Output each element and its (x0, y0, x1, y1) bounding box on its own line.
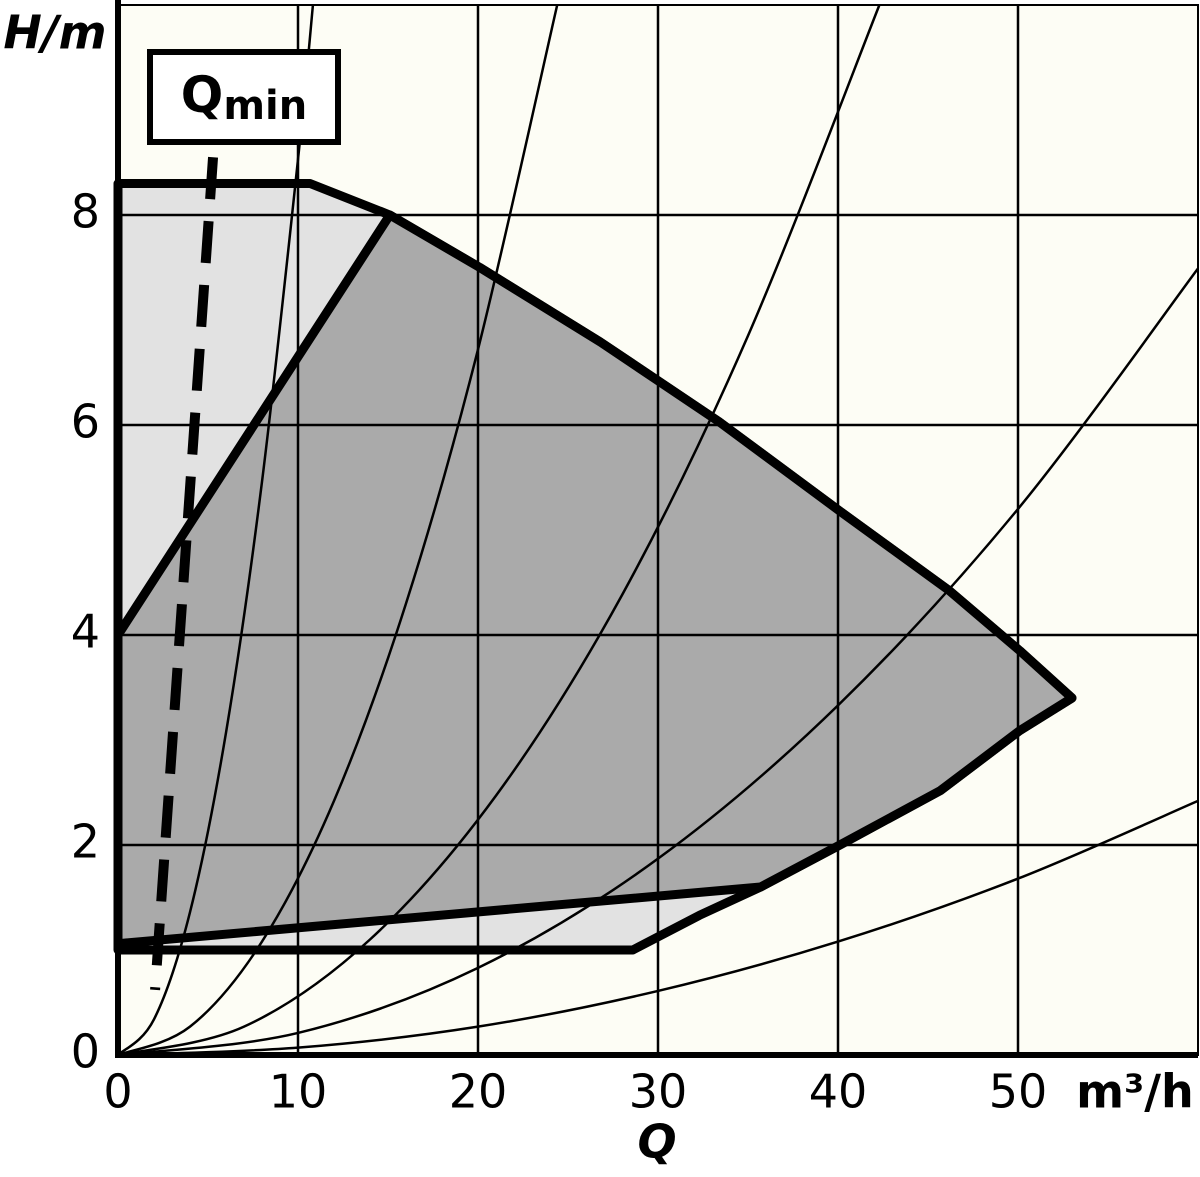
x-axis-unit: m³/h (1076, 1065, 1194, 1119)
y-tick-label: 0 (71, 1025, 100, 1079)
x-tick-label: 50 (989, 1065, 1048, 1119)
x-tick-label: 20 (449, 1065, 508, 1119)
system-curve (117, 799, 1199, 1057)
y-tick-label: 2 (71, 815, 100, 869)
system-curve (117, 267, 1200, 1057)
annotation-sub: min (223, 83, 307, 129)
system-curve (117, 4, 315, 1056)
y-tick-label: 4 (71, 605, 100, 659)
x-tick-label: 40 (809, 1065, 868, 1119)
y-tick-label: 6 (71, 395, 100, 449)
areas (113, 179, 1077, 955)
x-tick-label: 0 (103, 1065, 132, 1119)
annotation-box (147, 49, 341, 145)
system-curves (117, 4, 1200, 1057)
overlays (150, 156, 219, 991)
y-axis-label: H/m (3, 6, 106, 60)
y-tick-label: 8 (71, 185, 100, 239)
x-tick-label: 30 (629, 1065, 688, 1119)
qmin-line (150, 156, 219, 991)
system-curve (117, 4, 881, 1057)
operating-area (113, 210, 1077, 949)
system-curve (117, 4, 559, 1057)
annotation: Qmin (181, 66, 307, 130)
annotation-main: Q (181, 66, 224, 124)
x-axis-label: Q (637, 1115, 676, 1169)
x-tick-label: 10 (269, 1065, 328, 1119)
